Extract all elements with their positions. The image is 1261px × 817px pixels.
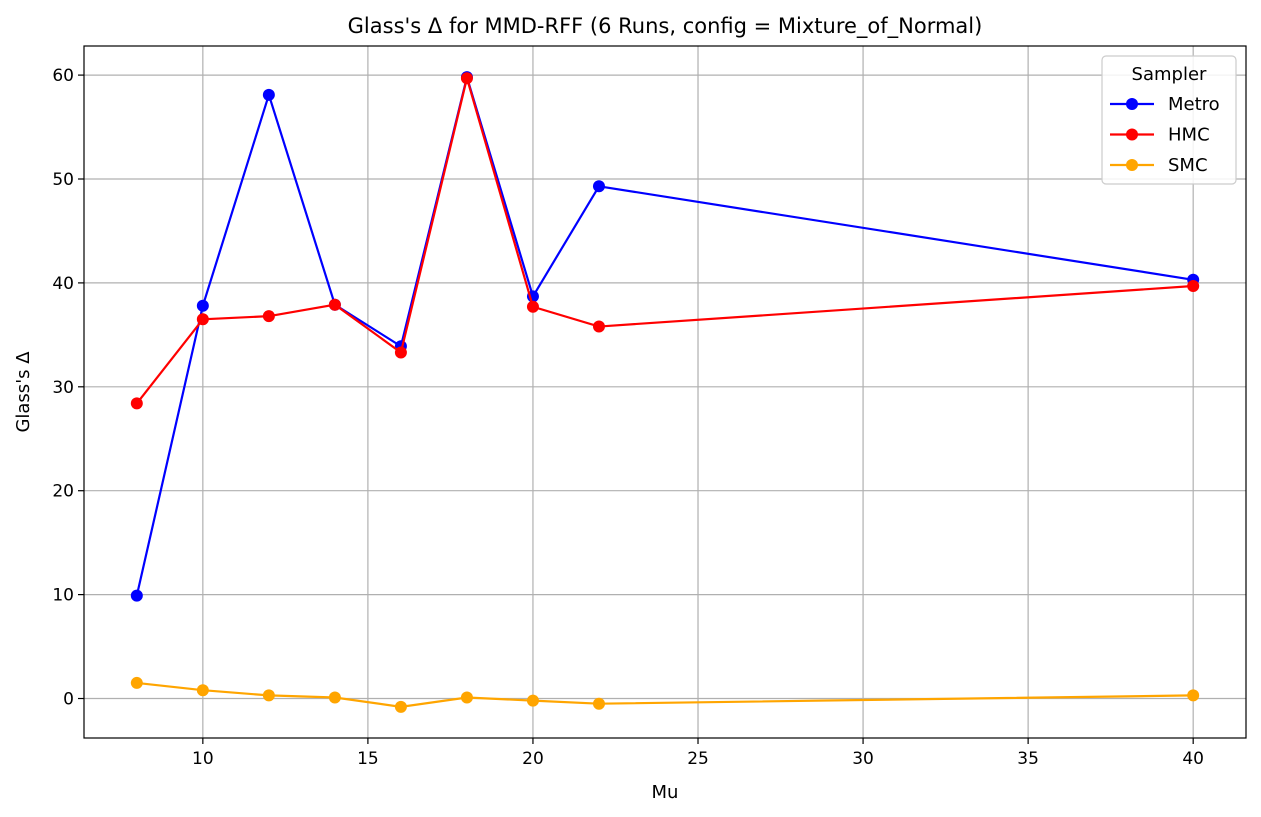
series-line-metro — [135, 72, 1194, 596]
legend-item-metro: Metro — [1110, 94, 1220, 115]
series-line-smc — [136, 681, 1194, 708]
data-point-smc — [526, 694, 539, 707]
legend-box — [1101, 55, 1237, 185]
y-tick-label: 0 — [63, 690, 74, 710]
grid-layer — [84, 46, 1246, 738]
y-tick-label: 30 — [52, 378, 74, 398]
chart-title: Glass's Δ for MMD-RFF (6 Runs, config = … — [348, 14, 983, 39]
x-axis-label: Mu — [652, 782, 679, 803]
data-point-hmc — [394, 346, 407, 359]
legend-item-hmc: HMC — [1110, 125, 1210, 146]
data-point-smc — [460, 691, 473, 704]
legend-items: Metro HMC SMC — [1110, 94, 1220, 176]
legend-label-metro: Metro — [1168, 94, 1220, 115]
data-point-smc — [328, 691, 341, 704]
data-point-smc — [130, 676, 143, 689]
y-tick-label: 10 — [52, 586, 74, 606]
legend: Sampler Metro HMC SMC — [1101, 55, 1237, 185]
data-point-smc — [1187, 689, 1200, 702]
data-point-smc — [394, 700, 407, 713]
y-tick-label: 60 — [52, 66, 74, 86]
legend-label-hmc: HMC — [1168, 125, 1210, 146]
data-point-hmc — [262, 310, 275, 323]
series-metro — [130, 71, 1200, 602]
data-point-smc — [196, 684, 209, 697]
y-tick-label: 40 — [52, 274, 74, 294]
series-line-hmc — [135, 73, 1194, 405]
y-tick-label: 50 — [52, 170, 74, 190]
legend-marker-metro — [1126, 98, 1138, 110]
x-tick-label: 40 — [1182, 749, 1204, 769]
data-point-hmc — [592, 320, 605, 333]
data-point-smc — [262, 689, 275, 702]
x-tick-label: 25 — [687, 749, 709, 769]
series-layer — [130, 71, 1200, 713]
x-tick-label: 15 — [357, 749, 379, 769]
legend-item-smc: SMC — [1110, 155, 1208, 176]
tick-layer: 10 15 20 25 30 35 40 0 10 20 30 40 50 60 — [52, 66, 1204, 769]
legend-label-smc: SMC — [1168, 155, 1208, 176]
data-point-smc — [592, 697, 605, 710]
data-point-hmc — [1187, 280, 1200, 293]
data-point-hmc — [460, 72, 473, 85]
series-hmc — [130, 72, 1200, 410]
data-point-metro — [592, 180, 605, 193]
legend-title: Sampler — [1132, 64, 1207, 85]
legend-marker-hmc — [1126, 128, 1138, 141]
data-point-hmc — [196, 313, 209, 326]
y-axis-label: Glass's Δ — [13, 351, 34, 433]
data-point-hmc — [328, 298, 341, 311]
plot-frame — [83, 45, 1247, 739]
x-tick-label: 35 — [1017, 749, 1039, 769]
data-point-metro — [262, 88, 275, 101]
x-tick-label: 20 — [522, 749, 544, 769]
legend-marker-smc — [1126, 159, 1138, 171]
data-point-hmc — [526, 300, 539, 313]
data-point-metro — [196, 299, 209, 312]
data-point-hmc — [130, 397, 143, 410]
x-tick-label: 10 — [192, 749, 214, 769]
y-tick-label: 20 — [52, 482, 74, 502]
x-tick-label: 30 — [852, 749, 874, 769]
data-point-metro — [130, 589, 143, 602]
series-smc — [130, 676, 1200, 713]
